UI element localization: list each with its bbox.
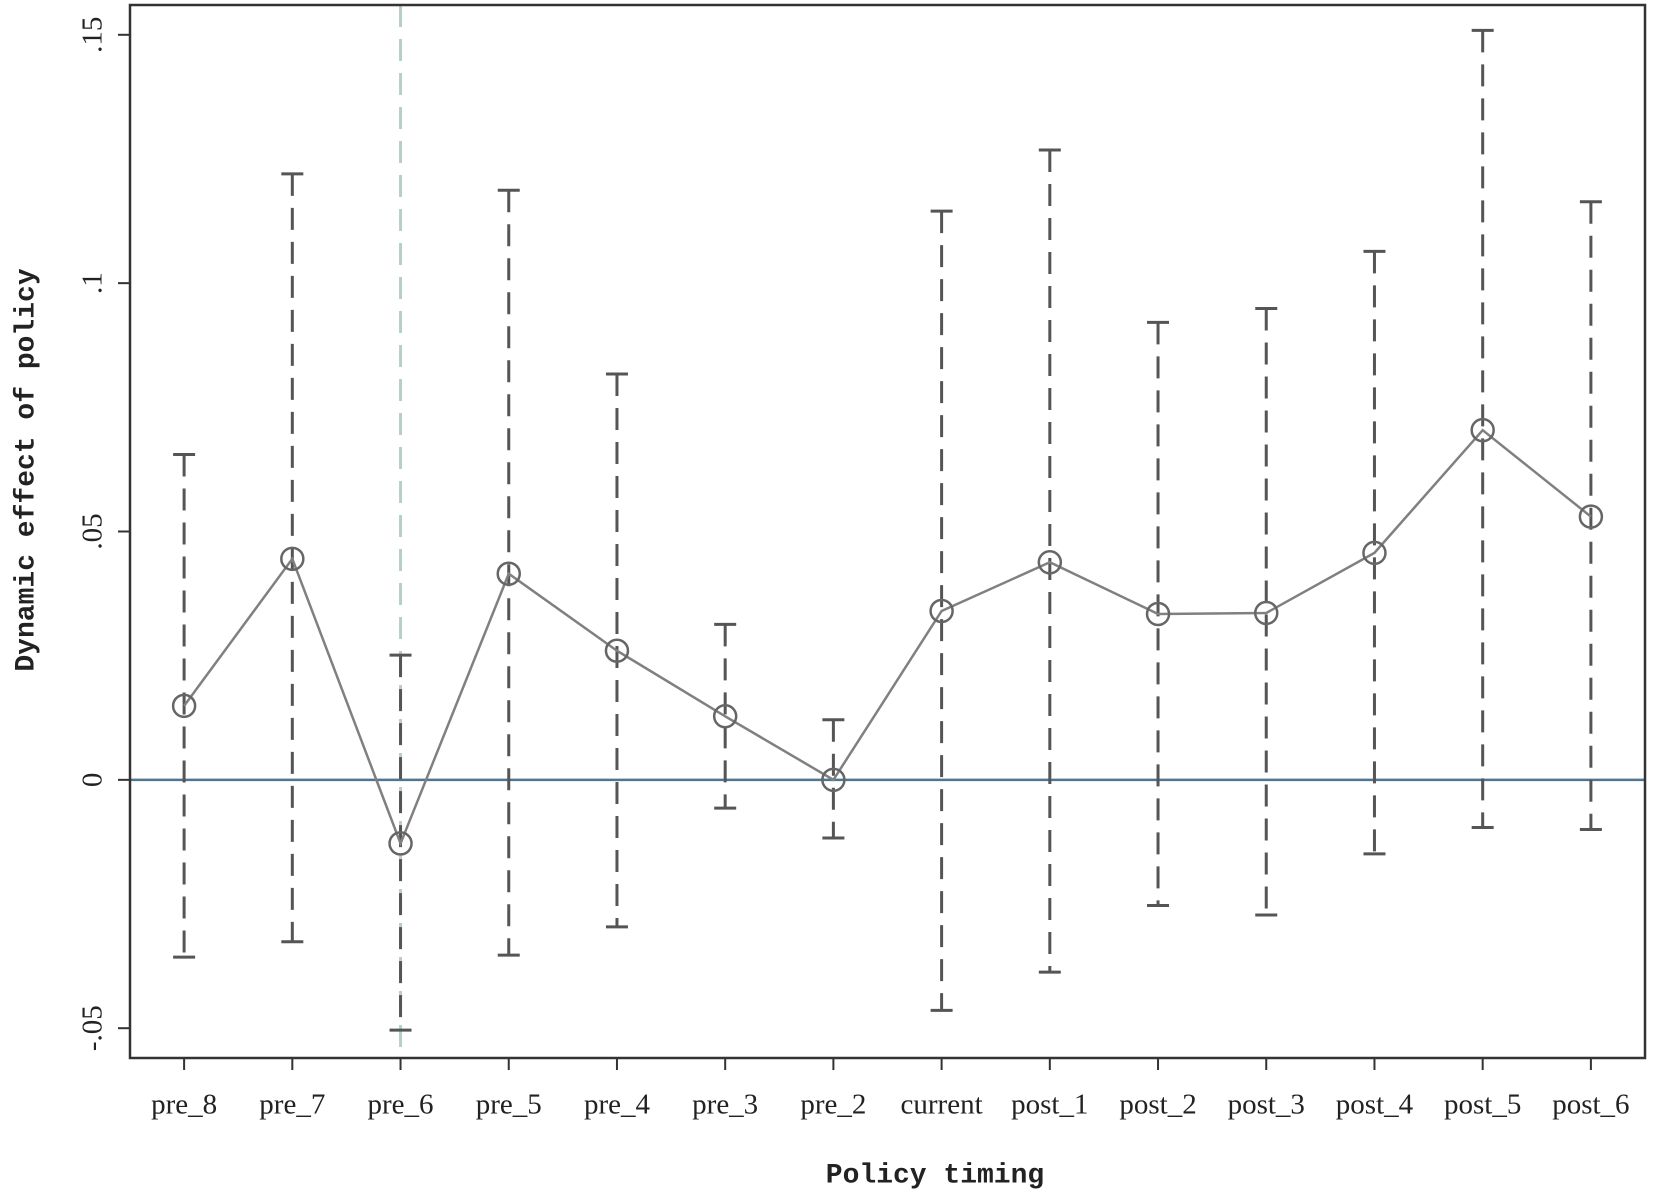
estimate-point [821, 767, 846, 793]
y-tick-label: 0 [77, 773, 109, 788]
estimate-point [1362, 540, 1387, 566]
x-tick-label: pre_4 [584, 1089, 651, 1121]
x-tick-label: post_6 [1552, 1089, 1629, 1121]
y-tick-label: .05 [77, 513, 109, 549]
estimate-point [1037, 550, 1063, 575]
estimate-point [496, 561, 521, 586]
estimate-point [280, 546, 305, 572]
y-tick-label: -.05 [77, 1005, 109, 1051]
estimate-point [712, 704, 738, 729]
x-tick-label: post_2 [1119, 1089, 1196, 1121]
estimate-point [604, 638, 630, 663]
y-axis-title: Dynamic effect of policy [11, 268, 42, 671]
estimate-point [1470, 417, 1495, 443]
estimate-line [183, 428, 1592, 847]
x-tick-label: pre_2 [800, 1089, 866, 1121]
x-tick-label: pre_7 [259, 1089, 325, 1121]
x-tick-label: pre_3 [692, 1089, 758, 1121]
y-tick-label: .1 [77, 272, 109, 294]
estimate-point [1578, 504, 1604, 529]
x-tick-label: post_4 [1336, 1089, 1414, 1121]
estimate-point [1254, 600, 1279, 626]
y-tick-label: .15 [77, 17, 109, 53]
x-axis-title: Policy timing [826, 1160, 1044, 1191]
plot-frame [128, 3, 1647, 1060]
x-tick-label: pre_6 [368, 1089, 434, 1121]
x-tick-label: post_5 [1444, 1089, 1521, 1121]
x-tick-label: post_3 [1228, 1089, 1305, 1121]
x-tick-label: current [901, 1089, 983, 1121]
x-tick-label: pre_8 [151, 1089, 217, 1121]
estimate-point [1145, 601, 1171, 627]
estimate-point [171, 693, 197, 719]
estimate-point [929, 598, 954, 624]
x-tick-label: pre_5 [476, 1089, 542, 1121]
x-tick-label: post_1 [1011, 1089, 1088, 1121]
estimate-point [388, 831, 413, 856]
